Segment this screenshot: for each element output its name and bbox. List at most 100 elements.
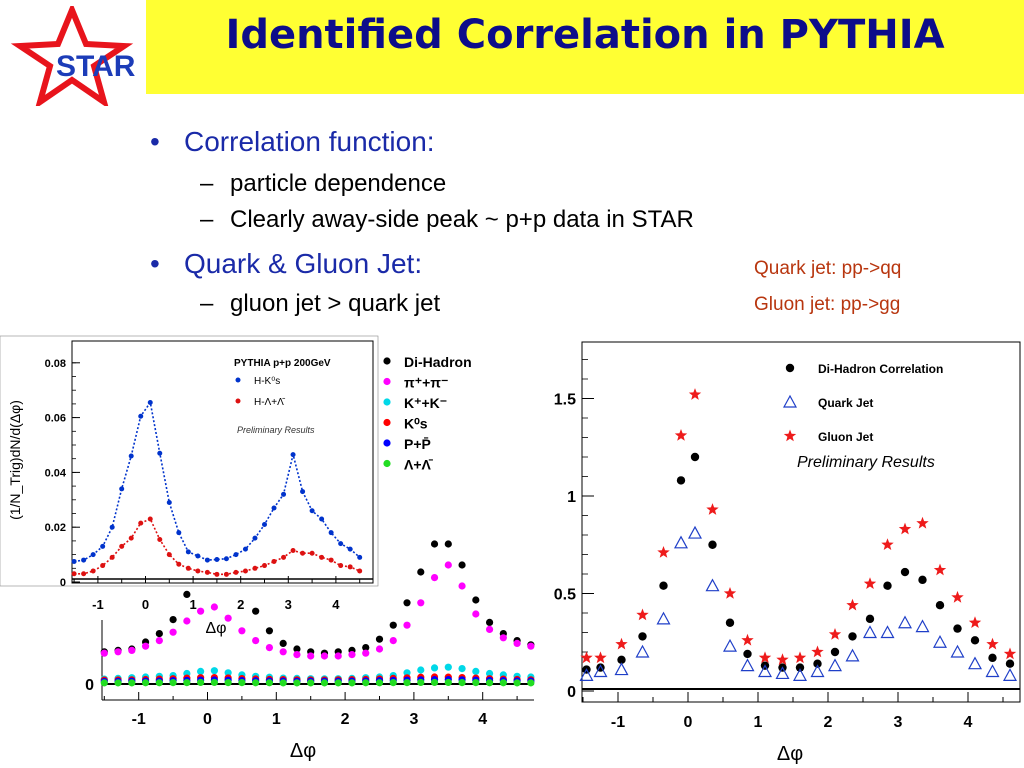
data-point-1	[128, 535, 134, 541]
data-point-1	[307, 652, 315, 660]
legend-marker	[383, 418, 391, 427]
x-tick-label: 1	[189, 597, 196, 612]
data-point-2	[458, 665, 466, 673]
legend-label: Gluon Jet	[818, 430, 873, 444]
data-point-0	[795, 663, 805, 672]
data-point-5	[100, 679, 108, 687]
data-point-0	[830, 647, 840, 657]
data-point-0	[743, 649, 752, 659]
data-point-0	[865, 614, 875, 624]
data-point-5	[527, 679, 535, 687]
data-point-2	[594, 651, 607, 664]
data-point-2	[197, 667, 205, 676]
sub-bullet-text: particle dependence	[230, 170, 447, 197]
data-point-5	[155, 679, 163, 687]
data-point-0	[81, 557, 87, 563]
data-point-1	[328, 557, 334, 563]
data-point-0	[458, 561, 466, 569]
y-tick-label: 0.08	[45, 358, 66, 370]
plot-frame	[581, 341, 1021, 703]
data-point-5	[210, 678, 218, 687]
data-point-0	[138, 413, 144, 419]
data-point-2	[881, 538, 894, 550]
data-point-1	[985, 664, 1000, 678]
data-point-1	[309, 550, 315, 556]
data-point-2	[472, 667, 480, 676]
data-point-1	[204, 569, 210, 575]
data-point-0	[690, 452, 700, 462]
x-tick-label: 2	[341, 711, 350, 728]
y-tick-label: 0.5	[554, 587, 576, 604]
data-point-1	[862, 625, 878, 639]
data-point-0	[100, 543, 106, 549]
data-point-5	[458, 679, 466, 687]
data-point-2	[636, 608, 649, 621]
annotation: Preliminary Results	[797, 454, 935, 471]
legend-marker	[785, 363, 795, 373]
data-point-1	[210, 603, 218, 611]
data-point-1	[614, 662, 629, 676]
data-point-1	[271, 558, 277, 564]
y-tick-label: 1	[567, 489, 576, 506]
data-point-5	[224, 679, 232, 687]
x-tick-label: 0	[203, 711, 212, 728]
x-axis-label: Δφ	[290, 740, 316, 762]
data-point-2	[951, 590, 964, 603]
data-point-1	[579, 668, 594, 682]
data-point-5	[307, 679, 315, 687]
data-point-1	[290, 547, 296, 553]
data-point-0	[293, 645, 301, 653]
legend-label: π⁺+π⁻	[404, 375, 448, 391]
data-point-5	[403, 679, 411, 687]
x-tick-label: 4	[332, 597, 340, 612]
sub-bullet-text: Clearly away-side peak ~ p+p data in STA…	[230, 206, 694, 233]
data-point-1	[183, 617, 191, 625]
data-point-0	[970, 636, 980, 645]
data-point-0	[223, 556, 229, 562]
data-point-5	[485, 679, 494, 687]
data-point-5	[238, 679, 246, 687]
data-point-5	[293, 679, 301, 687]
legend-marker	[383, 459, 391, 468]
data-point-0	[403, 599, 411, 607]
data-point-1	[141, 642, 150, 650]
x-tick-label: -1	[92, 597, 104, 612]
data-point-0	[417, 568, 425, 576]
data-point-1	[223, 571, 229, 577]
data-point-5	[197, 678, 205, 687]
data-point-2	[485, 669, 494, 678]
data-point-2	[811, 645, 824, 658]
data-point-0	[169, 616, 177, 624]
data-point-0	[1005, 659, 1015, 668]
x-tick-label: 2	[237, 597, 244, 612]
data-point-1	[687, 525, 703, 539]
data-point-1	[334, 652, 342, 660]
data-point-0	[347, 546, 353, 552]
data-point-2	[403, 669, 411, 677]
data-point-2	[706, 503, 719, 515]
data-point-5	[362, 679, 370, 687]
data-point-1	[114, 648, 122, 656]
data-point-2	[1003, 647, 1017, 660]
data-point-1	[319, 554, 325, 560]
legend-label: Di-Hadron Correlation	[818, 362, 943, 376]
data-point-2	[657, 546, 670, 558]
y-tick-label: 0.06	[45, 413, 66, 425]
sub-bullet: – gluon jet > quark jet	[200, 290, 441, 317]
data-point-0	[357, 554, 363, 560]
legend-label: K⁺+K⁻	[404, 395, 447, 411]
data-point-1	[362, 649, 370, 657]
data-point-1	[138, 520, 144, 526]
data-point-2	[674, 429, 688, 441]
data-point-5	[375, 679, 384, 687]
x-tick-label: 4	[964, 714, 973, 731]
data-point-0	[252, 535, 258, 541]
data-point-0	[90, 552, 96, 558]
data-point-0	[319, 516, 325, 522]
legend-label: H-Λ+Λ̄	[254, 397, 286, 408]
x-tick-label: 3	[409, 711, 418, 728]
data-point-1	[338, 563, 344, 569]
data-point-5	[183, 679, 191, 687]
data-point-0	[183, 590, 191, 599]
data-point-0	[638, 632, 647, 641]
